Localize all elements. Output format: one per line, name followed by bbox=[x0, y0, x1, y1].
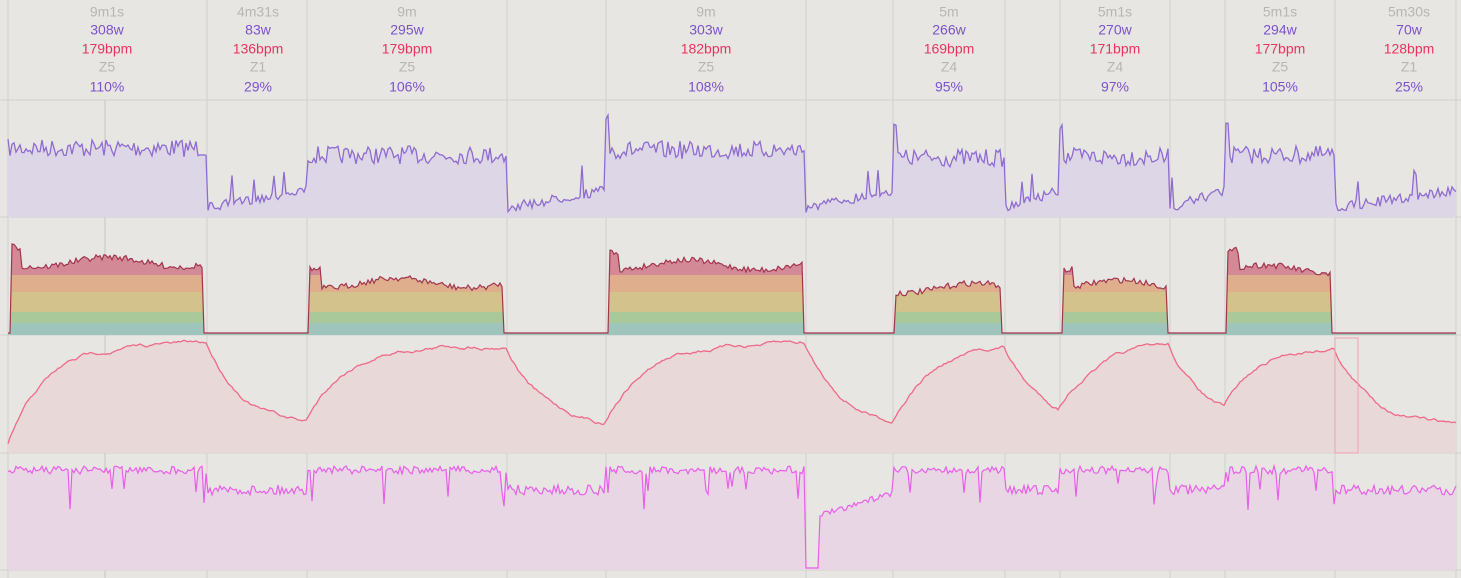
interval-heart-rate: 128bpm bbox=[1384, 41, 1435, 57]
interval-percent: 110% bbox=[90, 79, 125, 95]
interval-zone: Z5 bbox=[698, 59, 715, 75]
interval-power: 266w bbox=[932, 22, 966, 38]
interval-duration: 4m31s bbox=[237, 4, 279, 20]
interval-power: 70w bbox=[1396, 22, 1423, 38]
interval-zone: Z4 bbox=[941, 59, 958, 75]
interval-zone: Z5 bbox=[99, 59, 116, 75]
interval-power: 83w bbox=[245, 22, 272, 38]
hr-line bbox=[7, 339, 1457, 444]
interval-power: 295w bbox=[390, 22, 424, 38]
interval-percent: 97% bbox=[1101, 79, 1129, 95]
interval-duration: 9m1s bbox=[90, 4, 124, 20]
interval-zone: Z5 bbox=[1272, 59, 1289, 75]
interval-percent: 29% bbox=[244, 79, 272, 95]
interval-duration: 9m bbox=[696, 4, 715, 20]
interval-power: 294w bbox=[1263, 22, 1297, 38]
selection-box bbox=[1334, 337, 1359, 454]
interval-heart-rate: 169bpm bbox=[924, 41, 975, 57]
interval-percent: 95% bbox=[935, 79, 963, 95]
zone-band bbox=[8, 312, 1456, 323]
interval-percent: 108% bbox=[688, 79, 724, 95]
hr-area bbox=[8, 340, 1456, 453]
interval-heart-rate: 179bpm bbox=[382, 41, 433, 57]
interval-heart-rate: 177bpm bbox=[1255, 41, 1306, 57]
interval-power: 308w bbox=[90, 22, 124, 38]
interval-heart-rate: 171bpm bbox=[1090, 41, 1141, 57]
interval-duration: 5m1s bbox=[1098, 4, 1132, 20]
interval-duration: 5m1s bbox=[1263, 4, 1297, 20]
interval-percent: 105% bbox=[1262, 79, 1298, 95]
zone-band bbox=[8, 323, 1456, 335]
interval-heart-rate: 179bpm bbox=[82, 41, 133, 57]
interval-duration: 9m bbox=[397, 4, 416, 20]
interval-heart-rate: 136bpm bbox=[233, 41, 284, 57]
power-area bbox=[8, 115, 1456, 217]
interval-zone: Z4 bbox=[1107, 59, 1124, 75]
interval-power: 270w bbox=[1098, 22, 1132, 38]
interval-zone: Z1 bbox=[1401, 59, 1418, 75]
power-line bbox=[7, 112, 1457, 214]
interval-heart-rate: 182bpm bbox=[681, 41, 732, 57]
interval-zone: Z5 bbox=[399, 59, 416, 75]
zone-band bbox=[8, 292, 1456, 312]
interval-duration: 5m bbox=[939, 4, 958, 20]
interval-duration: 5m30s bbox=[1388, 4, 1430, 20]
interval-zone: Z1 bbox=[250, 59, 267, 75]
cadence-line bbox=[7, 463, 1457, 569]
cadence-area bbox=[8, 466, 1456, 570]
interval-power: 303w bbox=[689, 22, 723, 38]
interval-labels: 9m1s 308w 179bpm Z5 110% 4m31s 83w 136bpm Z1 29% 9… bbox=[82, 4, 1435, 95]
interval-percent: 25% bbox=[1395, 79, 1423, 95]
zone-line bbox=[8, 243, 1456, 334]
interval-percent: 106% bbox=[389, 79, 425, 95]
